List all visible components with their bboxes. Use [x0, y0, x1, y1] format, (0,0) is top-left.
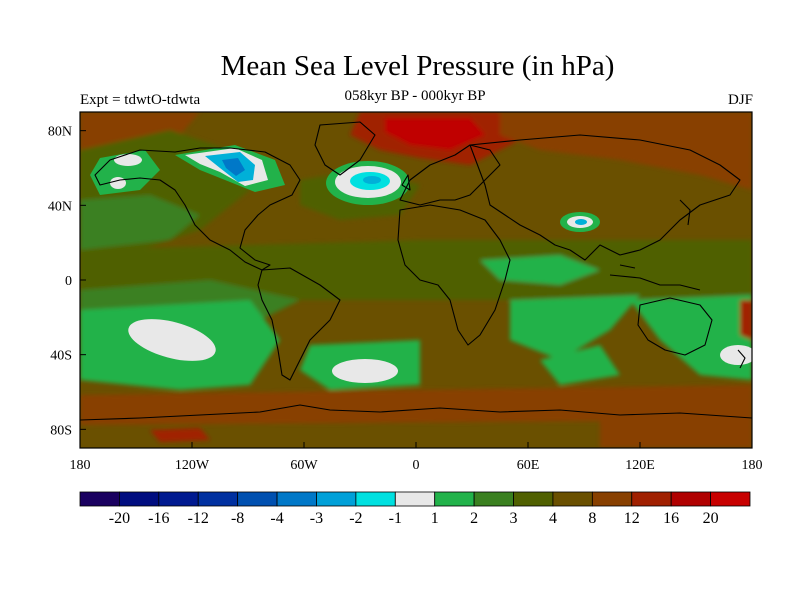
lon-tick-label: 180: [742, 458, 763, 473]
colorbar-label: -12: [188, 510, 209, 527]
colorbar-label: -20: [109, 510, 130, 527]
colorbar-swatch: [355, 491, 396, 507]
chart-title: Mean Sea Level Pressure (in hPa): [220, 50, 615, 82]
region-indian-green: [480, 255, 600, 285]
colorbar-label: -8: [231, 510, 244, 527]
lon-tick-label: 120W: [175, 458, 210, 473]
north-america-blue: [222, 158, 245, 176]
lat-tick-label: 40N: [48, 199, 72, 214]
coastlines: [80, 121, 752, 421]
colorbar-label: -3: [310, 510, 323, 527]
region-pacific-green: [80, 195, 200, 250]
season-label: DJF: [727, 92, 753, 108]
coast-indonesia: [609, 264, 701, 291]
lat-tick-label: 40S: [50, 349, 72, 364]
colorbar-label: 4: [549, 510, 557, 527]
colorbar-swatch: [276, 491, 317, 507]
north-atlantic-core: [363, 176, 381, 184]
colorbar-swatch: [394, 491, 436, 507]
colorbar-swatch: [158, 491, 199, 507]
colorbar-swatch: [197, 491, 239, 507]
lon-tick-label: 120E: [625, 458, 655, 473]
coast-greenland: [314, 121, 376, 176]
coast-asia: [469, 134, 741, 261]
colorbar-label: -1: [389, 510, 402, 527]
experiment-label: Expt = tdwtO-tdwta: [80, 92, 201, 108]
south-pacific-grey-east: [720, 345, 752, 365]
coast-japan: [679, 199, 691, 226]
coast-uk: [401, 174, 411, 191]
colorbar-swatch: [513, 491, 554, 507]
tibet-cyan: [575, 219, 587, 225]
alaska-grey-2: [110, 177, 126, 189]
anomaly-centers: [90, 145, 752, 383]
lon-tick-label: 60W: [290, 458, 318, 473]
colorbar-swatch: [473, 491, 514, 507]
south-atlantic-grey: [332, 359, 398, 383]
colorbar-swatch: [591, 491, 633, 507]
pressure-field: [80, 112, 752, 448]
colorbar-swatch: [552, 491, 593, 507]
coast-south-america: [257, 267, 341, 381]
region-south-indian-green-2: [540, 345, 620, 385]
colorbar-swatch: [119, 491, 160, 507]
lat-tick-label: 80N: [48, 125, 72, 140]
region-southern-brown-band: [80, 385, 752, 425]
colorbar: -20 -16 -12 -8 -4 -3 -2 -1 1 2 3 4 8 12 16 20: [79, 491, 751, 527]
region-arctic-darkred: [385, 118, 485, 150]
region-south-pacific-brown: [600, 410, 752, 448]
colorbar-label: -4: [270, 510, 283, 527]
colorbar-swatch: [670, 491, 711, 507]
colorbar-label: 20: [703, 510, 719, 527]
lon-tick-label: 0: [413, 458, 420, 473]
coast-new-zealand: [737, 349, 746, 369]
colorbar-swatch: [434, 491, 475, 507]
longitude-axis: 180 120W 60W 0 60E 120E 180: [70, 442, 763, 473]
colorbar-swatch: [631, 491, 672, 507]
coast-australia: [637, 297, 713, 356]
coast-africa: [397, 204, 511, 346]
coast-north-america: [94, 147, 301, 271]
lat-tick-label: 80S: [50, 423, 72, 438]
coast-europe: [399, 144, 501, 206]
colorbar-label: 8: [588, 510, 596, 527]
colorbar-label: 3: [510, 510, 518, 527]
alaska-grey-1: [114, 154, 142, 166]
colorbar-label: -2: [349, 510, 362, 527]
lat-tick-label: 0: [65, 274, 72, 289]
colorbar-label: -16: [148, 510, 169, 527]
latitude-axis: 80N 40N 0 40S 80S: [48, 125, 86, 438]
colorbar-label: 12: [624, 510, 640, 527]
colorbar-label: 1: [431, 510, 439, 527]
colorbar-label: 16: [663, 510, 679, 527]
colorbar-label: 2: [470, 510, 478, 527]
lon-tick-label: 180: [70, 458, 91, 473]
region-south-indian-green: [510, 295, 640, 360]
colorbar-swatch: [710, 491, 751, 507]
region-southern-red-spot: [150, 428, 210, 442]
chart-subtitle: 058kyr BP - 000kyr BP: [344, 88, 486, 104]
colorbar-swatch: [316, 491, 357, 507]
colorbar-swatch: [237, 491, 278, 507]
region-nw-brown: [80, 112, 200, 150]
region-pacific-red-edge: [740, 300, 752, 340]
alaska-green: [90, 150, 160, 195]
south-pacific-grey: [128, 319, 216, 361]
colorbar-swatch: [79, 491, 120, 507]
region-north-brown: [500, 112, 752, 190]
coast-antarctica: [80, 404, 752, 421]
lon-tick-label: 60E: [517, 458, 540, 473]
